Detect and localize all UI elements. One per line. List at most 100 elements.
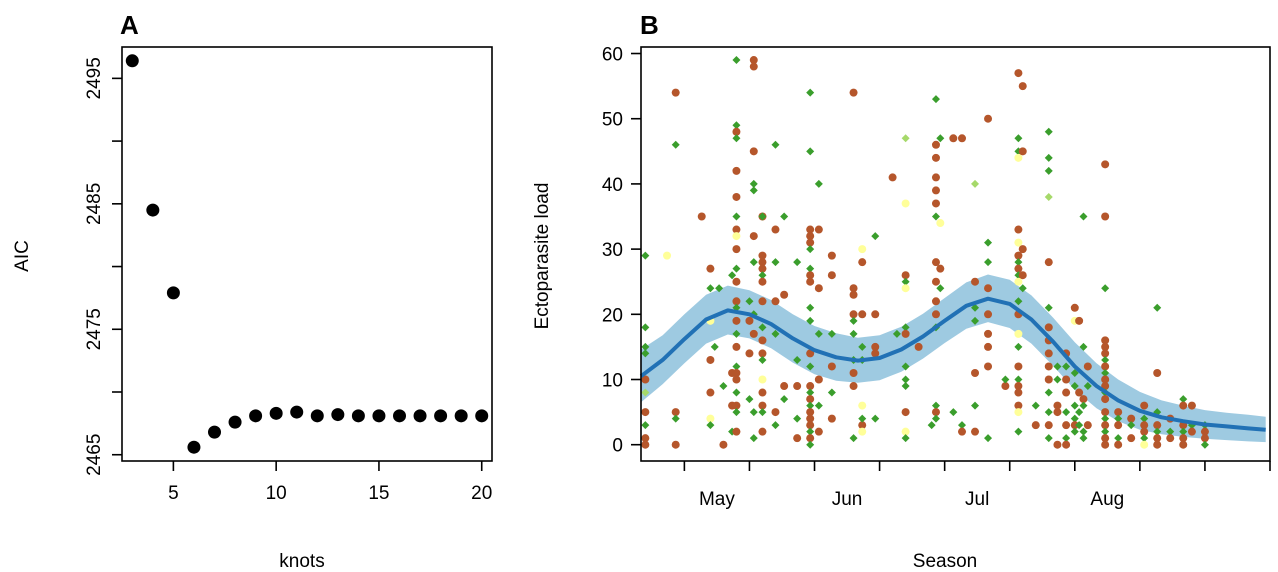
load-point (871, 342, 880, 351)
panel-a-x-ticks: 5 10 15 20 (168, 461, 492, 504)
load-point (641, 323, 650, 332)
load-point (984, 342, 993, 351)
load-point (1114, 408, 1123, 417)
load-point (1101, 408, 1110, 417)
load-point (1153, 421, 1162, 430)
load-point (806, 427, 815, 436)
aic-point (166, 286, 180, 300)
load-point (758, 264, 767, 273)
load-point (827, 251, 836, 260)
load-point (858, 258, 867, 267)
load-point (771, 225, 780, 234)
load-point (984, 238, 993, 247)
load-point (1062, 362, 1071, 371)
load-point (771, 408, 780, 417)
load-point (641, 375, 650, 384)
panel-b-y-axis-title: Ectoparasite load (532, 183, 553, 330)
load-point (732, 297, 741, 306)
load-point (931, 414, 940, 423)
x-tick-label: Jul (965, 489, 989, 510)
load-point (758, 375, 767, 384)
load-point (806, 408, 815, 417)
load-point (793, 414, 802, 423)
load-point (1101, 421, 1110, 430)
load-point (1018, 284, 1027, 293)
load-point (901, 375, 910, 384)
load-point (814, 225, 823, 234)
load-point (871, 414, 880, 423)
load-point (901, 134, 910, 143)
load-point (901, 362, 910, 371)
load-point (806, 225, 815, 234)
load-point (1127, 434, 1136, 443)
load-point (1200, 434, 1209, 443)
y-tick-label: 60 (602, 45, 623, 66)
load-point (971, 427, 980, 436)
load-point (706, 414, 715, 423)
load-point (827, 388, 836, 397)
load-point (732, 408, 741, 417)
load-point (1200, 440, 1209, 449)
load-point (1079, 212, 1088, 221)
load-point (1018, 271, 1027, 280)
load-point (719, 382, 728, 391)
x-tick-label: May (699, 489, 735, 510)
load-point (1101, 434, 1110, 443)
panel-b-letter: B (640, 10, 659, 40)
load-point (732, 375, 741, 384)
load-point (1044, 349, 1053, 358)
load-point (984, 434, 993, 443)
load-point (732, 225, 741, 234)
panel-b-y-ticks: 0 10 20 30 40 50 60 (602, 45, 641, 457)
load-point (958, 421, 967, 430)
load-point (1114, 421, 1123, 430)
load-point (971, 316, 980, 325)
load-point (1018, 82, 1027, 91)
x-tick-label: 10 (266, 483, 287, 504)
load-point (732, 212, 741, 221)
load-point (1179, 434, 1188, 443)
load-point (728, 271, 737, 280)
load-point (1166, 427, 1175, 436)
load-point (1044, 153, 1053, 162)
load-point (901, 434, 910, 443)
load-point (849, 284, 858, 293)
load-point (671, 440, 680, 449)
load-point (1083, 362, 1092, 371)
panel-a-y-axis-title: AIC (12, 240, 33, 272)
x-tick-label: Jun (832, 489, 863, 510)
load-point (949, 408, 958, 417)
load-point (1153, 303, 1162, 312)
load-point (732, 427, 741, 436)
y-tick-label: 2465 (84, 434, 105, 476)
load-point (871, 232, 880, 241)
load-point (827, 271, 836, 280)
load-point (858, 342, 867, 351)
load-point (749, 179, 758, 188)
load-point (758, 349, 767, 358)
load-point (758, 277, 767, 286)
load-point (849, 329, 858, 338)
load-point (971, 303, 980, 312)
load-point (758, 355, 767, 364)
load-point (1200, 427, 1209, 436)
load-point (1014, 329, 1023, 338)
load-point (719, 440, 728, 449)
load-point (1001, 382, 1010, 391)
load-point (758, 212, 767, 221)
load-point (1014, 264, 1023, 273)
load-point (706, 388, 715, 397)
load-point (1062, 440, 1071, 449)
aic-point (393, 409, 406, 423)
load-point (1014, 375, 1023, 384)
load-point (641, 440, 650, 449)
load-point (931, 401, 940, 410)
load-point (771, 140, 780, 149)
load-point (1062, 388, 1071, 397)
load-point (858, 414, 867, 423)
load-point (1101, 375, 1110, 384)
load-point (1101, 440, 1110, 449)
load-point (749, 186, 758, 195)
load-point (1127, 421, 1136, 430)
